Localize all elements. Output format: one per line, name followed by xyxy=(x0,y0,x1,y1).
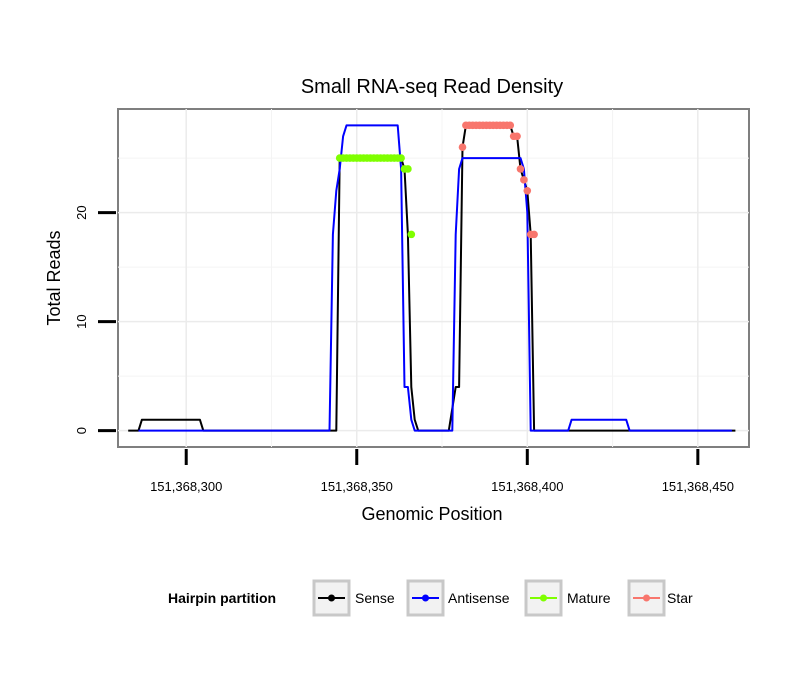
y-tick-label: 20 xyxy=(74,205,89,219)
axes: 151,368,300 151,368,350 151,368,400 151,368… xyxy=(74,205,734,494)
y-tick-label: 0 xyxy=(74,427,89,434)
star-point xyxy=(516,165,525,173)
legend-label-sense: Sense xyxy=(355,590,395,606)
mature-point xyxy=(404,165,412,173)
x-tick-label: 151,368,450 xyxy=(662,479,734,494)
x-tick-label: 151,368,300 xyxy=(150,479,222,494)
star-point xyxy=(520,176,528,184)
chart-title: Small RNA-seq Read Density xyxy=(301,76,563,98)
star-point xyxy=(458,143,467,151)
legend-label-antisense: Antisense xyxy=(448,590,510,606)
x-tick-label: 151,368,400 xyxy=(491,479,563,494)
legend-title: Hairpin partition xyxy=(168,590,276,606)
star-point xyxy=(530,230,538,239)
legend-key-point-antisense xyxy=(422,594,429,602)
series-layer xyxy=(128,121,736,432)
legend-key-point-mature xyxy=(540,594,547,602)
star-point xyxy=(523,186,532,195)
legend-key-point-sense xyxy=(328,594,335,602)
legend: Hairpin partition Sense Antisense Mature St… xyxy=(168,579,693,617)
mature-point xyxy=(397,154,405,162)
star-point xyxy=(506,121,515,130)
antisense-series-line xyxy=(138,124,732,432)
plot-panel xyxy=(117,108,750,448)
x-axis-label: Genomic Position xyxy=(361,504,502,524)
legend-label-mature: Mature xyxy=(567,590,611,606)
legend-label-star: Star xyxy=(667,590,693,606)
star-point xyxy=(513,132,521,141)
x-tick-label: 151,368,350 xyxy=(321,479,393,494)
y-tick-label: 10 xyxy=(74,314,89,328)
mature-point xyxy=(407,230,416,239)
legend-key-point-star xyxy=(643,594,650,602)
y-axis-label: Total Reads xyxy=(44,230,64,325)
